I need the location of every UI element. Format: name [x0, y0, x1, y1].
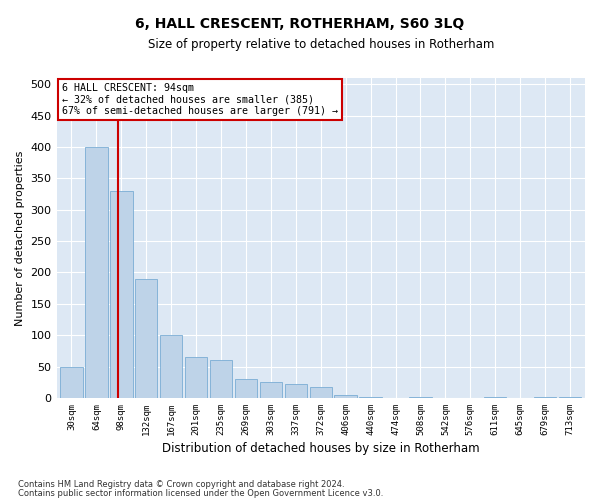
- Bar: [85, 147, 107, 398]
- Bar: [235, 379, 257, 398]
- Bar: [185, 357, 208, 398]
- Bar: [210, 360, 232, 398]
- Text: 6 HALL CRESCENT: 94sqm
← 32% of detached houses are smaller (385)
67% of semi-de: 6 HALL CRESCENT: 94sqm ← 32% of detached…: [62, 83, 338, 116]
- Title: Size of property relative to detached houses in Rotherham: Size of property relative to detached ho…: [148, 38, 494, 51]
- Text: 6, HALL CRESCENT, ROTHERHAM, S60 3LQ: 6, HALL CRESCENT, ROTHERHAM, S60 3LQ: [136, 18, 464, 32]
- Y-axis label: Number of detached properties: Number of detached properties: [15, 150, 25, 326]
- Bar: [135, 279, 157, 398]
- Bar: [310, 386, 332, 398]
- Text: Contains public sector information licensed under the Open Government Licence v3: Contains public sector information licen…: [18, 488, 383, 498]
- X-axis label: Distribution of detached houses by size in Rotherham: Distribution of detached houses by size …: [162, 442, 479, 455]
- Bar: [284, 384, 307, 398]
- Bar: [60, 366, 83, 398]
- Bar: [160, 335, 182, 398]
- Bar: [110, 191, 133, 398]
- Bar: [334, 395, 357, 398]
- Bar: [260, 382, 282, 398]
- Text: Contains HM Land Registry data © Crown copyright and database right 2024.: Contains HM Land Registry data © Crown c…: [18, 480, 344, 489]
